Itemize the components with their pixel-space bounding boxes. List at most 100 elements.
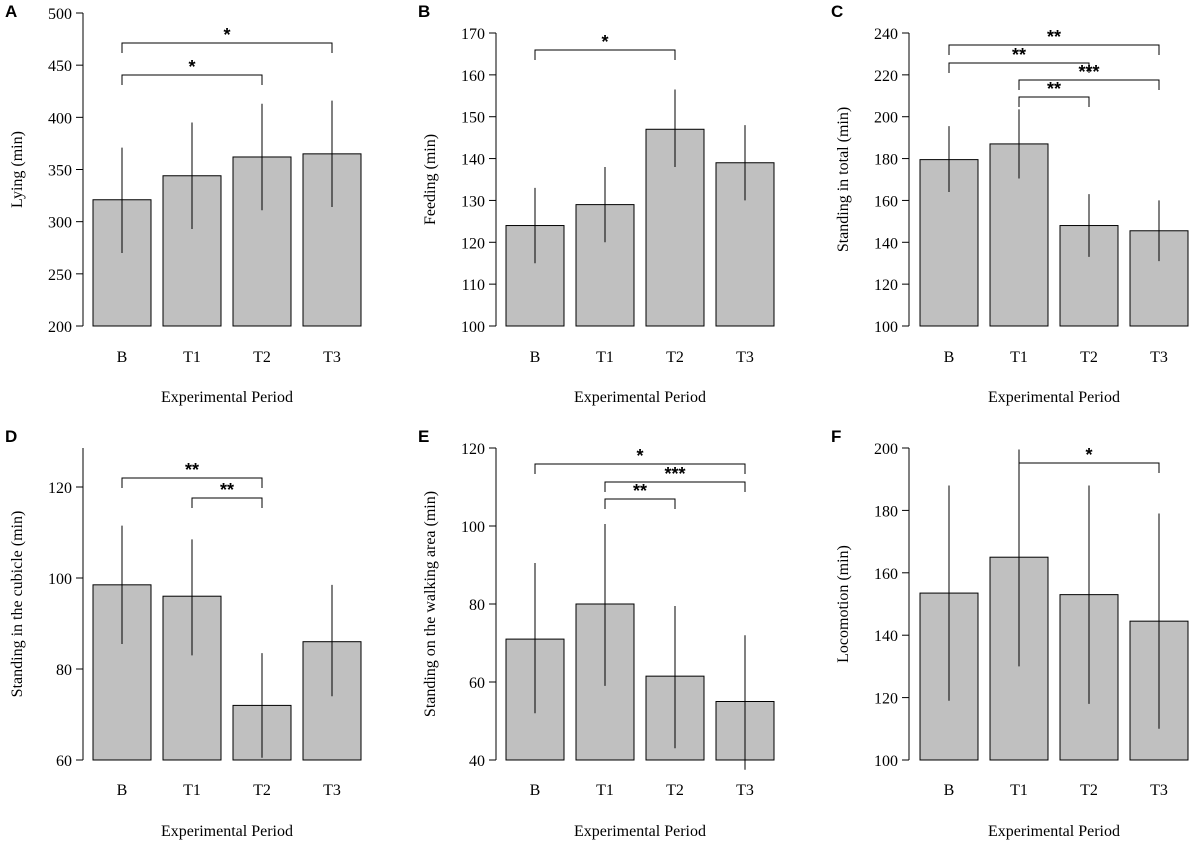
category-label: T2 — [666, 349, 684, 366]
y-tick-label: 180 — [874, 503, 898, 520]
category-label: B — [117, 349, 128, 366]
significance-bracket — [121, 74, 263, 85]
y-tick-label: 80 — [469, 597, 485, 614]
y-axis-title: Standing in total (min) — [835, 107, 852, 252]
x-axis-title: Experimental Period — [161, 389, 293, 406]
y-tick-label: 100 — [461, 519, 485, 536]
category-label: T2 — [1080, 349, 1098, 366]
y-tick-label: 40 — [469, 753, 485, 770]
y-tick-label: 500 — [48, 6, 72, 23]
significance-label: ** — [1012, 45, 1026, 65]
y-axis-title: Lying (min) — [9, 131, 26, 208]
y-tick-label: 450 — [48, 58, 72, 75]
x-axis-title: Experimental Period — [161, 823, 293, 840]
significance-bracket — [604, 481, 746, 492]
category-label: B — [530, 349, 541, 366]
significance-bracket — [1018, 96, 1090, 107]
y-axis-title: Feeding (min) — [422, 134, 439, 225]
significance-bracket — [534, 49, 676, 60]
y-tick-label: 60 — [56, 753, 72, 770]
significance-label: * — [636, 446, 643, 466]
y-tick-label: 140 — [874, 235, 898, 252]
y-axis-title: Standing on the walking area (min) — [422, 491, 439, 717]
category-label: T1 — [183, 782, 201, 799]
panel-e: E 40 60 80 100 120 Standing on the walking are… — [418, 427, 775, 840]
significance-label: * — [1085, 445, 1092, 465]
y-tick-label: 80 — [56, 662, 72, 679]
y-tick-label: 110 — [462, 277, 485, 294]
significance-bracket — [121, 42, 333, 53]
significance-bracket — [604, 498, 676, 509]
category-label: B — [117, 782, 128, 799]
y-tick-label: 60 — [469, 675, 485, 692]
category-label: T3 — [736, 782, 754, 799]
category-label: T2 — [1080, 782, 1098, 799]
significance-bracket — [948, 44, 1160, 55]
significance-label: ** — [1047, 79, 1061, 99]
y-tick-label: 100 — [461, 319, 485, 336]
panel-label: F — [831, 427, 841, 446]
y-tick-label: 120 — [461, 441, 485, 458]
y-tick-label: 200 — [48, 319, 72, 336]
y-tick-label: 400 — [48, 110, 72, 127]
y-tick-label: 130 — [461, 193, 485, 210]
y-tick-label: 160 — [874, 566, 898, 583]
y-tick-label: 300 — [48, 215, 72, 232]
significance-bracket — [121, 477, 263, 488]
y-axis-title: Standing in the cubicle (min) — [9, 511, 26, 698]
y-tick-label: 170 — [461, 26, 485, 43]
category-label: T3 — [1150, 349, 1168, 366]
category-label: T1 — [1010, 349, 1028, 366]
y-tick-label: 120 — [874, 691, 898, 708]
x-axis-title: Experimental Period — [574, 823, 706, 840]
significance-label: *** — [664, 464, 685, 484]
x-axis-title: Experimental Period — [988, 823, 1120, 840]
y-tick-label: 160 — [874, 193, 898, 210]
significance-label: * — [223, 25, 230, 45]
significance-label: ** — [185, 460, 199, 480]
y-tick-label: 180 — [874, 152, 898, 169]
y-tick-label: 140 — [461, 152, 485, 169]
panel-b: B 100 110 120 130 140 150 160 170 Feeding (min) B T… — [418, 2, 775, 406]
panel-label: B — [418, 2, 430, 21]
y-tick-label: 100 — [48, 571, 72, 588]
x-axis-title: Experimental Period — [574, 389, 706, 406]
y-tick-label: 350 — [48, 163, 72, 180]
panel-c: C 100 120 140 160 180 200 220 240 Standing in tot… — [831, 2, 1189, 406]
significance-bracket — [1018, 79, 1160, 90]
bar-t2 — [232, 156, 292, 327]
category-label: T2 — [666, 782, 684, 799]
category-label: T3 — [1150, 782, 1168, 799]
significance-bracket — [191, 497, 263, 508]
y-tick-label: 120 — [874, 277, 898, 294]
y-axis-title: Locomotion (min) — [835, 545, 852, 663]
category-label: B — [944, 782, 955, 799]
category-label: B — [530, 782, 541, 799]
significance-label: *** — [1078, 62, 1099, 82]
category-label: T1 — [596, 782, 614, 799]
panel-label: A — [5, 2, 17, 21]
y-tick-label: 160 — [461, 68, 485, 85]
category-label: T3 — [323, 782, 341, 799]
panel-d: D 60 80 100 120 Standing in the cubicle (min)… — [5, 427, 362, 840]
significance-label: ** — [220, 480, 234, 500]
category-label: B — [944, 349, 955, 366]
category-label: T3 — [323, 349, 341, 366]
panel-a: A 200 250 300 350 400 450 500 Lying (min) B T1 T2 T3… — [5, 2, 362, 406]
y-tick-label: 100 — [874, 319, 898, 336]
significance-bracket — [534, 463, 746, 474]
y-tick-label: 240 — [874, 26, 898, 43]
category-label: T1 — [596, 349, 614, 366]
significance-label: * — [601, 32, 608, 52]
y-tick-label: 120 — [48, 480, 72, 497]
x-axis-title: Experimental Period — [988, 389, 1120, 406]
category-label: T1 — [1010, 782, 1028, 799]
significance-label: * — [188, 57, 195, 77]
y-tick-label: 220 — [874, 68, 898, 85]
category-label: T2 — [253, 782, 271, 799]
significance-label: ** — [1047, 27, 1061, 47]
significance-label: ** — [633, 481, 647, 501]
significance-bracket — [1018, 462, 1160, 473]
y-tick-label: 140 — [874, 628, 898, 645]
panel-label: D — [5, 427, 17, 446]
